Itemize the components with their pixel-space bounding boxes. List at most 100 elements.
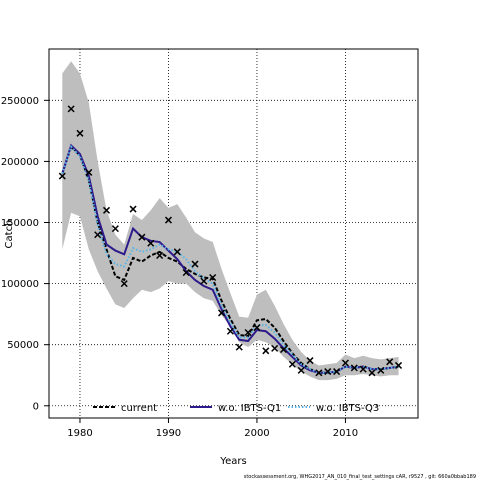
point-1988 — [147, 239, 155, 247]
point-2016 — [395, 361, 403, 369]
legend-label-w-o-ibts-q1: w.o. IBTS-Q1 — [218, 403, 281, 414]
point-2009 — [333, 368, 341, 376]
point-2010 — [341, 359, 349, 367]
point-stroke — [138, 233, 146, 241]
point-stroke — [271, 344, 279, 352]
x-axis-title: Years — [219, 456, 246, 467]
point-stroke — [350, 364, 358, 372]
confidence-band-area — [62, 61, 399, 381]
point-1982 — [94, 231, 102, 239]
point-1985 — [120, 280, 128, 288]
point-2004 — [288, 360, 296, 368]
point-1991 — [173, 248, 181, 256]
point-stroke — [94, 231, 102, 239]
point-2012 — [359, 365, 367, 373]
point-2013 — [368, 369, 376, 377]
point-stroke — [377, 366, 385, 374]
point-1980 — [76, 129, 84, 137]
x-axis: 1980 1990 2000 2010 — [67, 418, 358, 439]
point-stroke — [200, 277, 208, 285]
point-stroke — [102, 206, 111, 214]
y-axis: 0 50000 100000 150000 200000 250000 — [1, 96, 49, 412]
confidence-band — [62, 61, 399, 381]
legend: current w.o. IBTS-Q1 w.o. IBTS-Q3 — [93, 403, 379, 414]
point-stroke — [164, 216, 172, 224]
point-stroke — [120, 280, 128, 288]
point-stroke — [386, 358, 394, 366]
point-1984 — [111, 225, 119, 233]
point-1994 — [200, 277, 208, 285]
series-line-w-o-ibts-q3 — [61, 144, 399, 374]
point-1978 — [58, 172, 66, 180]
point-stroke — [156, 251, 164, 260]
point-stroke — [341, 359, 349, 367]
point-stroke — [315, 369, 323, 377]
point-stroke — [359, 365, 367, 373]
observed-points — [58, 105, 403, 377]
point-2003 — [279, 346, 288, 354]
point-1995 — [209, 273, 217, 282]
point-2005 — [297, 366, 305, 374]
point-1983 — [102, 206, 111, 214]
plot-frame — [48, 48, 419, 419]
point-1986 — [129, 205, 137, 213]
point-2008 — [324, 368, 332, 376]
point-2007 — [315, 369, 323, 377]
point-stroke — [368, 369, 376, 377]
point-stroke — [262, 347, 270, 355]
point-2006 — [306, 357, 314, 365]
point-1989 — [156, 251, 164, 260]
point-stroke — [235, 343, 243, 351]
point-stroke — [173, 248, 181, 256]
point-1990 — [164, 216, 172, 224]
point-stroke — [85, 168, 93, 176]
y-tick-label-0: 0 — [33, 401, 39, 412]
point-1993 — [191, 260, 199, 268]
series-line-w-o-ibts-q1 — [61, 143, 399, 374]
y-axis-title: Catch — [4, 220, 15, 249]
y-tick-label-200000: 200000 — [1, 157, 39, 168]
point-stroke — [111, 225, 119, 233]
footer-text: stockassessment.org, WHG2017_AN_010_fina… — [244, 474, 476, 480]
point-1987 — [138, 233, 146, 241]
point-1981 — [85, 168, 93, 176]
point-stroke — [297, 366, 305, 374]
point-1996 — [218, 309, 226, 317]
point-stroke — [226, 327, 234, 335]
point-stroke — [58, 172, 66, 180]
point-2002 — [271, 344, 279, 352]
point-stroke — [333, 368, 341, 376]
point-1998 — [235, 343, 243, 351]
point-2014 — [377, 366, 385, 374]
x-tick-label-2000: 2000 — [244, 428, 269, 439]
point-2011 — [350, 364, 358, 372]
legend-label-current: current — [121, 403, 157, 414]
point-stroke — [147, 239, 155, 247]
point-stroke — [253, 324, 261, 332]
point-stroke — [279, 346, 288, 354]
point-stroke — [306, 357, 314, 365]
point-2000 — [253, 324, 261, 332]
legend-label-w-o-ibts-q3: w.o. IBTS-Q3 — [316, 403, 379, 414]
point-stroke — [182, 269, 190, 277]
point-1992 — [182, 269, 190, 277]
point-stroke — [324, 368, 332, 376]
y-tick-label-250000: 250000 — [1, 96, 39, 107]
point-1999 — [244, 328, 252, 337]
point-stroke — [67, 105, 75, 113]
x-tick-label-1990: 1990 — [156, 428, 181, 439]
point-stroke — [218, 309, 226, 317]
point-stroke — [244, 328, 252, 337]
point-stroke — [129, 205, 137, 213]
point-1979 — [67, 105, 75, 113]
point-stroke — [209, 273, 217, 282]
point-stroke — [395, 361, 403, 369]
point-2015 — [386, 358, 394, 366]
series-lines — [61, 143, 399, 374]
y-tick-label-100000: 100000 — [1, 279, 39, 290]
series-line-current — [61, 144, 399, 374]
point-stroke — [288, 360, 296, 368]
x-tick-label-2010: 2010 — [333, 428, 358, 439]
x-tick-label-1980: 1980 — [67, 428, 92, 439]
